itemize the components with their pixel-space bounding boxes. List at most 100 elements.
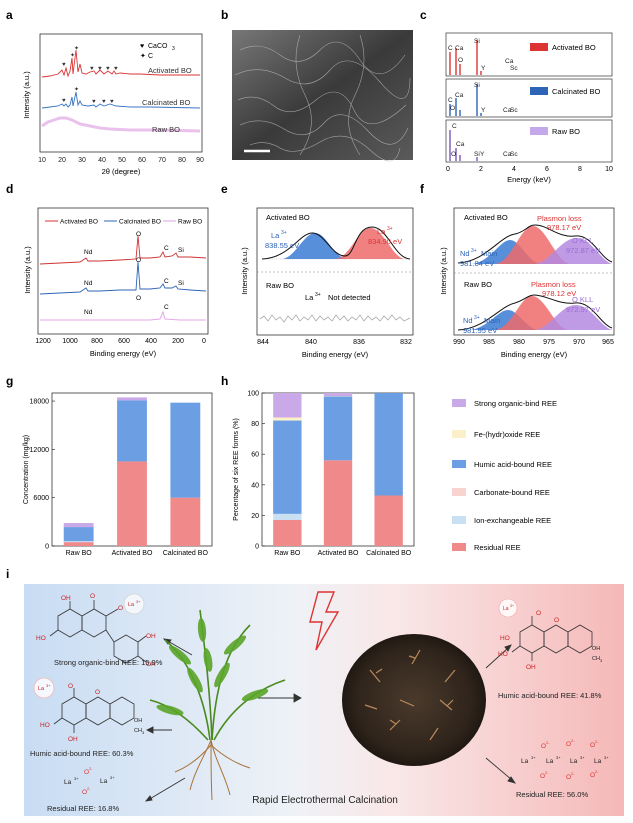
panel-i: i OH O O OH OH HO La 3+ Strong organic-b… xyxy=(6,567,624,816)
svg-text:✦: ✦ xyxy=(74,45,79,52)
d-peak: O xyxy=(136,295,141,302)
o-ion: O xyxy=(82,789,87,796)
o-ion: O xyxy=(590,772,595,779)
g-bar-segment xyxy=(63,541,94,543)
panel-letter-g: g xyxy=(6,374,13,388)
f-plasmon1: Plasmon loss xyxy=(537,214,582,223)
c-peak-calcinated: O xyxy=(450,105,455,112)
panel-g: g Concentration (mg/kg) 0 6000 12000 18000 Ra… xyxy=(6,374,213,557)
c-legend-raw: Raw BO xyxy=(552,127,580,136)
lightning-icon xyxy=(309,591,340,651)
mol-label: O xyxy=(95,689,100,696)
panel-letter-b: b xyxy=(221,8,228,22)
h-bar-segment xyxy=(273,519,302,546)
o-ion-sup: 2- xyxy=(595,739,599,744)
right-item-humic: Humic acid-bound REE: 41.8% xyxy=(498,691,602,700)
a-ylabel: Intensity (a.u.) xyxy=(22,71,31,119)
e-peak-la1 xyxy=(282,233,348,259)
mol-label: CH xyxy=(134,728,142,734)
e-peak-la2 xyxy=(335,228,405,259)
a-legend-caco3: CaCO xyxy=(148,43,168,50)
mol-label: O xyxy=(554,617,559,624)
e-title-raw: Raw BO xyxy=(266,281,294,290)
d-xtick: 600 xyxy=(118,338,130,345)
f-nd1-sup: 3+ xyxy=(471,248,477,254)
mol-label: O xyxy=(90,593,95,600)
e-nd-sup: 3+ xyxy=(315,292,321,298)
f-xtick: 980 xyxy=(513,339,525,346)
panel-letter-e: e xyxy=(221,182,228,196)
f-xtick: 975 xyxy=(543,339,555,346)
h-ylabel: Percentage of six REE forms (%) xyxy=(233,418,240,521)
humic-molecule-right xyxy=(511,616,593,661)
d-peak: Nd xyxy=(84,309,93,316)
f-ylabel: Intensity (a.u.) xyxy=(439,247,448,295)
h-bar-segment xyxy=(273,393,302,418)
o-ion: O xyxy=(590,742,595,749)
c-peak-raw: C xyxy=(452,123,457,130)
o-ion-sup: 2- xyxy=(571,771,575,776)
c-xtick: 10 xyxy=(605,166,613,173)
la-ion-sup: 3+ xyxy=(604,755,609,760)
panel-letter-a: a xyxy=(6,8,13,22)
c-peak-activated: Sc xyxy=(510,65,518,72)
g-bar-segment xyxy=(63,542,94,546)
c-xtick: 6 xyxy=(545,166,549,173)
la-ion: La xyxy=(594,758,602,765)
la-ion: La xyxy=(64,779,72,786)
g-bar-segment xyxy=(117,461,147,546)
f-title-activated: Activated BO xyxy=(464,213,508,222)
c-peak-calcinated: Sc xyxy=(510,107,518,114)
h-bar-segment xyxy=(374,495,403,546)
h-ytick: 100 xyxy=(247,391,259,398)
mol-label: O xyxy=(118,605,123,612)
c-legend-activated: Activated BO xyxy=(552,43,596,52)
sem-image xyxy=(232,30,413,160)
o-ion-sup: 2- xyxy=(546,740,550,745)
f-okll2: O KLL xyxy=(572,295,593,304)
o-ion-sup: 2- xyxy=(595,769,599,774)
c-peak-activated: Ca xyxy=(505,58,514,65)
f-title-raw: Raw BO xyxy=(464,280,492,289)
d-xtick: 1200 xyxy=(35,338,51,345)
c-peak-raw: Y xyxy=(480,151,485,158)
h-ytick: 20 xyxy=(251,513,259,520)
c-peak-calcinated: Si xyxy=(474,82,480,89)
d-xtick: 1000 xyxy=(62,338,78,345)
mol-label: O xyxy=(68,683,73,690)
svg-text:♥: ♥ xyxy=(90,66,94,72)
legend-item: Fe-(hydr)oxide REE xyxy=(474,430,540,439)
calcined-soil-icon xyxy=(342,634,486,766)
e-peak2-name: La xyxy=(377,227,386,236)
e-peak2-value: 834.90 eV xyxy=(368,237,402,246)
d-peak: Nd xyxy=(84,280,93,287)
h-bar-segment xyxy=(273,420,302,514)
la-ion-sup: 3+ xyxy=(74,776,79,781)
la-ion: La xyxy=(128,602,135,608)
mol-label: OH xyxy=(526,664,536,671)
h-bar-segment xyxy=(374,393,403,496)
a-label-calcinated: Calcinated BO xyxy=(142,98,191,107)
g-category-label: Calcinated BO xyxy=(163,550,209,557)
legend-item: Strong organic-bind REE xyxy=(474,399,557,408)
g-category-label: Activated BO xyxy=(112,550,153,557)
h-category-label: Activated BO xyxy=(318,550,359,557)
g-ytick: 6000 xyxy=(33,495,49,502)
a-xtick: 10 xyxy=(38,157,46,164)
h-bar-segment xyxy=(273,513,302,520)
g-bar-segment xyxy=(63,527,94,542)
mol-label: O xyxy=(536,610,541,617)
a-label-activated: Activated BO xyxy=(148,66,192,75)
e-title-activated: Activated BO xyxy=(266,213,310,222)
xrd-activated xyxy=(41,49,200,78)
e-peak1-name: La xyxy=(271,231,280,240)
schematic-background xyxy=(24,584,624,816)
f-plasmon1-value: 978.17 eV xyxy=(547,223,581,232)
a-xtick: 20 xyxy=(58,157,66,164)
xps-activated xyxy=(39,235,207,265)
f-xtick: 970 xyxy=(573,339,585,346)
xrd-raw xyxy=(41,116,201,133)
a-xtick: 40 xyxy=(98,157,106,164)
f-xlabel: Binding energy (eV) xyxy=(501,350,568,359)
o-ion-sup: 2- xyxy=(545,770,549,775)
